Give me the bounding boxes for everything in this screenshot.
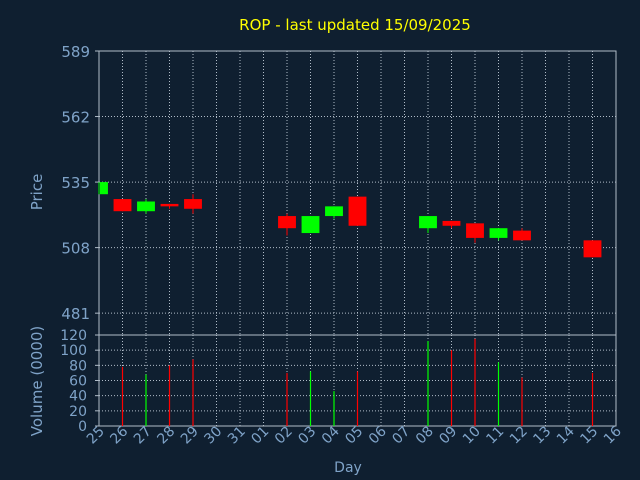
candle-up (137, 201, 155, 212)
day-tick-label: 08 (413, 424, 437, 448)
candle-up (489, 228, 508, 238)
day-tick-label: 02 (272, 424, 296, 448)
day-tick-label: 30 (201, 424, 225, 448)
volume-tick-label: 0 (78, 419, 87, 435)
day-tick-label: 12 (507, 424, 531, 448)
day-tick-label: 10 (460, 424, 484, 448)
day-tick-label: 03 (295, 424, 319, 448)
candle-down (583, 240, 602, 258)
price-tick-label: 508 (61, 240, 90, 258)
candle-down (348, 196, 367, 226)
price-axis-label: Price (28, 174, 46, 211)
price-tick-label: 562 (61, 109, 90, 127)
candle-down (184, 199, 202, 209)
candle-up (301, 216, 320, 234)
price-tick-label: 535 (61, 174, 90, 192)
day-tick-label: 09 (436, 424, 460, 448)
volume-axis-label: Volume (0000) (28, 326, 46, 436)
day-tick-label: 16 (601, 423, 625, 447)
day-tick-label: 25 (84, 424, 108, 448)
chart-title: ROP - last updated 15/09/2025 (239, 16, 471, 34)
volume-tick-label: 100 (60, 343, 87, 359)
day-tick-label: 04 (319, 423, 343, 447)
candle-down (278, 216, 296, 229)
candle-up (419, 216, 437, 229)
day-tick-label: 01 (248, 424, 272, 448)
day-tick-label: 26 (107, 423, 131, 447)
day-tick-labels: 25 26 27 28 29 30 31 01 02 03 04 05 06 07 08 09 10 11 12 13… (84, 423, 625, 447)
day-tick-label: 29 (178, 424, 202, 448)
candle-down (160, 203, 179, 207)
price-panel: 481 508 535 562 589 (61, 43, 617, 336)
day-axis-label: Day (334, 460, 362, 476)
volume-tick-label: 40 (69, 389, 87, 405)
day-tick-label: 07 (389, 424, 413, 448)
volume-tick-label: 60 (69, 374, 87, 390)
price-tick-label: 481 (61, 305, 90, 323)
candle-down (442, 220, 461, 226)
candle-down (113, 199, 132, 212)
day-tick-label: 11 (483, 424, 507, 448)
day-tick-label: 27 (131, 424, 155, 448)
day-tick-label: 15 (577, 424, 601, 448)
day-tick-label: 05 (342, 424, 366, 448)
day-tick-label: 14 (554, 423, 578, 447)
volume-tick-label: 120 (60, 328, 87, 344)
day-tick-label: 13 (530, 424, 554, 448)
day-tick-label: 06 (366, 423, 390, 447)
candle-up (325, 206, 343, 217)
volume-tick-label: 80 (69, 358, 87, 374)
price-tick-label: 589 (61, 43, 90, 61)
candle-up (100, 182, 108, 195)
day-tick-label: 28 (154, 424, 178, 448)
candle-down (466, 223, 484, 238)
candle-down (513, 230, 531, 241)
day-tick-label: 31 (225, 424, 249, 448)
volume-tick-label: 20 (69, 404, 87, 420)
